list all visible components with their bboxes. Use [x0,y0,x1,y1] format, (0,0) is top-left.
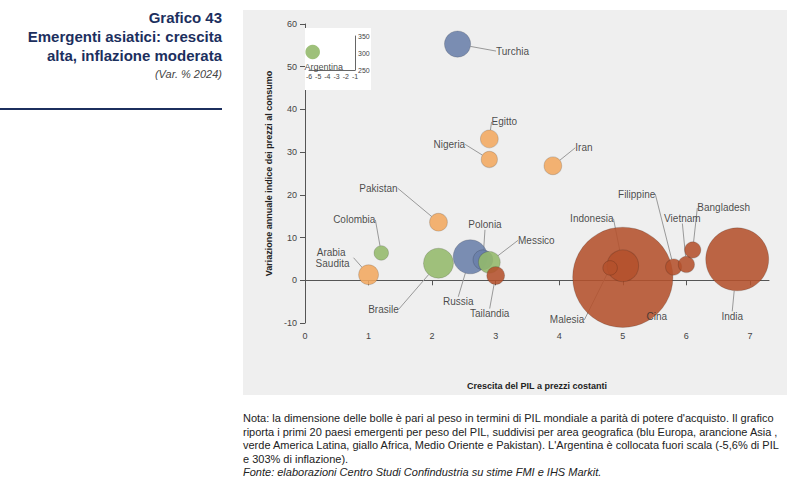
svg-text:Bangladesh: Bangladesh [697,202,750,213]
svg-text:-3: -3 [333,73,339,80]
svg-text:Pakistan: Pakistan [359,183,397,194]
html-text:(Var. % 2024): (Var. % 2024) [154,68,222,80]
svg-text:50: 50 [287,62,297,72]
svg-text:60: 60 [287,19,297,29]
svg-text:-5: -5 [315,73,321,80]
svg-text:Nigeria: Nigeria [433,139,465,150]
svg-text:Colombia: Colombia [333,214,376,225]
svg-text:Filippine: Filippine [618,189,656,200]
svg-text:Indonesia: Indonesia [570,213,614,224]
svg-text:4: 4 [557,331,562,341]
svg-text:10: 10 [287,233,297,243]
svg-text:-4: -4 [324,73,330,80]
svg-text:2: 2 [430,331,435,341]
svg-text:350: 350 [358,33,370,40]
svg-text:-10: -10 [284,318,297,328]
svg-text:Egitto: Egitto [492,116,518,127]
html-text:Grafico 43: Grafico 43 [148,9,222,26]
svg-text:7: 7 [747,331,752,341]
svg-text:-2: -2 [343,73,349,80]
html-text:Nota: la dimensione delle boll: Nota: la dimensione delle bolle è pari a… [243,412,779,465]
svg-text:Cina: Cina [647,311,668,322]
svg-text:40: 40 [287,104,297,114]
svg-text:6: 6 [684,331,689,341]
svg-text:30: 30 [287,147,297,157]
svg-text:-1: -1 [352,73,358,80]
svg-text:Polonia: Polonia [468,219,502,230]
svg-text:Saudita: Saudita [316,258,350,269]
svg-text:Russia: Russia [443,296,474,307]
html-text:Emergenti asiatici: crescita a: Emergenti asiatici: crescita alta, infla… [27,28,222,64]
svg-text:India: India [721,311,743,322]
svg-text:Crescita del PIL a prezzi cost: Crescita del PIL a prezzi costanti [467,381,607,391]
svg-text:250: 250 [358,67,370,74]
svg-text:Argentina: Argentina [304,62,343,72]
svg-text:Messico: Messico [518,235,555,246]
svg-text:1: 1 [366,331,371,341]
svg-text:0: 0 [302,331,307,341]
svg-text:Malesia: Malesia [550,314,585,325]
svg-text:20: 20 [287,190,297,200]
svg-text:0: 0 [292,275,297,285]
svg-text:3: 3 [493,331,498,341]
svg-text:Turchia: Turchia [496,46,529,57]
svg-text:Brasile: Brasile [368,304,399,315]
svg-text:Vietnam: Vietnam [664,213,701,224]
svg-text:Arabia: Arabia [317,247,349,258]
svg-text:Tailandia: Tailandia [470,308,510,319]
svg-text:Iran: Iran [575,142,592,153]
html-text:Fonte: elaborazioni Centro Stu: Fonte: elaborazioni Centro Studi Confind… [243,466,602,478]
svg-text:300: 300 [358,50,370,57]
svg-text:Variazione annuale indice dei: Variazione annuale indice dei prezzi al … [264,70,274,276]
svg-text:-6: -6 [306,73,312,80]
svg-text:5: 5 [620,331,625,341]
